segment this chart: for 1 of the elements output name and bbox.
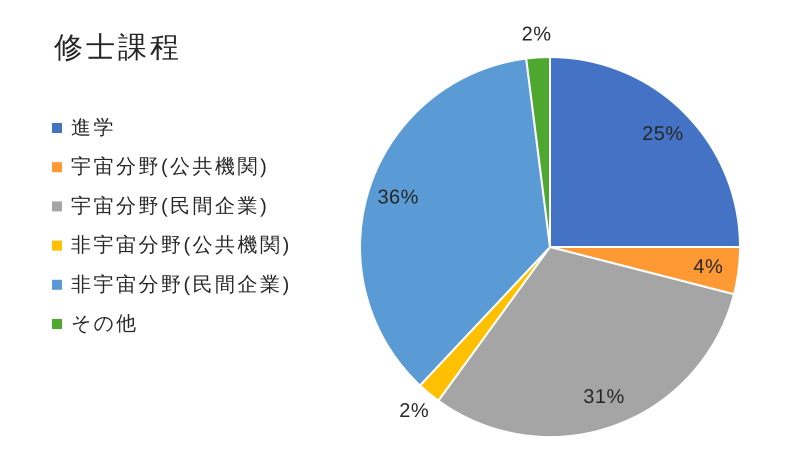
title: 修士課程 <box>54 32 182 64</box>
